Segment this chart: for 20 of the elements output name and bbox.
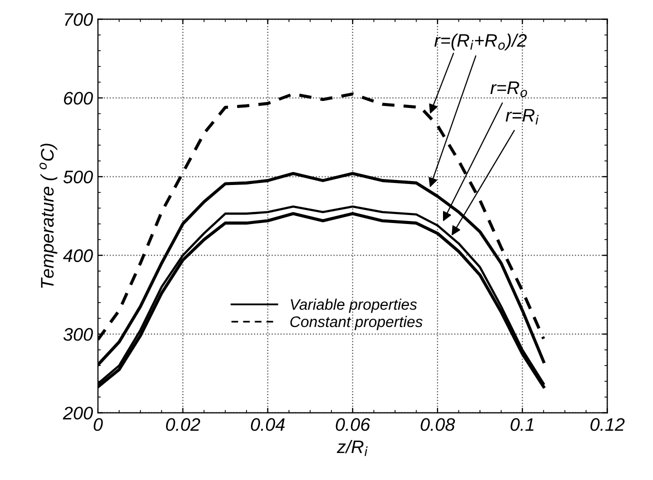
x-tick-label: 0.02 (166, 418, 200, 431)
x-tick-label: 0.1 (510, 418, 534, 431)
y-tick-label: 200 (62, 406, 93, 420)
y-tick-label: 300 (63, 328, 93, 341)
x-tick-label: 0.12 (590, 418, 625, 431)
x-axis-title: z/R$_{i}$ (336, 440, 368, 456)
annotation: r=(R$_{i}$+R$_{o}$)/2 (434, 34, 527, 50)
x-tick-label: 0.06 (336, 418, 370, 431)
legend-label: Variable properties (290, 298, 417, 313)
y-tick-label: 700 (64, 13, 93, 26)
legend-label: Constant properties (290, 316, 423, 330)
x-tick-label: 0.04 (250, 418, 285, 431)
annotation: r=R$_{i}$ (506, 109, 539, 124)
y-tick-label: 600 (64, 92, 93, 105)
y-tick-label: 400 (63, 249, 93, 262)
y-axis-title: Temperature ( $^{o}$C) (40, 144, 58, 288)
annotation: r=R$_{o}$ (490, 82, 528, 98)
y-tick-label: 500 (63, 170, 93, 184)
x-tick-label: 0 (94, 418, 103, 431)
x-tick-label: 0.08 (420, 418, 455, 431)
